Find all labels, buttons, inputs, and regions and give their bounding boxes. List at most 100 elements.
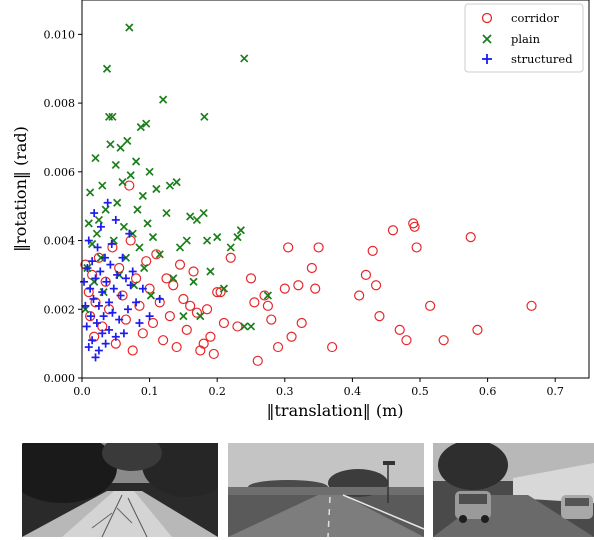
- plain-point: [113, 198, 122, 207]
- plain-point: [92, 229, 101, 238]
- structured-point: [86, 284, 95, 293]
- plain-point: [240, 54, 249, 63]
- structured-point: [82, 322, 91, 331]
- corridor-point: [137, 328, 148, 339]
- structured-point: [145, 312, 154, 321]
- plain-point: [146, 291, 156, 300]
- plain-point: [111, 160, 120, 170]
- corridor-point: [158, 335, 169, 346]
- plain-point: [138, 191, 147, 200]
- photo-structured: [433, 443, 594, 537]
- plain-point: [162, 208, 171, 218]
- structured-point: [81, 301, 90, 310]
- plain-point: [246, 322, 256, 331]
- plain-point: [159, 95, 168, 104]
- structured-point: [109, 284, 118, 293]
- structured-point: [132, 298, 141, 307]
- corridor-point: [272, 341, 284, 353]
- series-corridor: [80, 180, 537, 366]
- plain-point: [108, 112, 117, 121]
- plain-point: [152, 184, 161, 194]
- plain-point: [179, 312, 188, 321]
- corridor-point: [83, 286, 94, 298]
- corridor-point: [296, 317, 307, 329]
- plain-point: [86, 188, 95, 197]
- structured-point: [98, 288, 107, 297]
- structured-point: [107, 239, 116, 248]
- corridor-point: [90, 297, 101, 308]
- structured-point: [90, 209, 99, 218]
- structured-point: [123, 305, 132, 314]
- structured-point: [83, 264, 92, 273]
- structured-point: [126, 281, 135, 290]
- y-axis-label: ‖rotation‖ (rad): [11, 126, 30, 252]
- x-axis-label: ‖translation‖ (m): [266, 401, 403, 420]
- corridor-point: [208, 348, 219, 360]
- structured-point: [155, 294, 164, 303]
- structured-point: [91, 274, 100, 283]
- plot-frame: [81, 0, 590, 379]
- structured-point: [119, 329, 128, 338]
- structured-point: [84, 343, 93, 352]
- x-tick-label: 0.4: [344, 385, 362, 398]
- structured-point: [98, 329, 107, 338]
- structured-point: [84, 236, 93, 245]
- plain-point: [206, 267, 215, 276]
- plain-point: [202, 236, 212, 245]
- corridor-point: [293, 280, 304, 291]
- corridor-point: [354, 290, 365, 301]
- corridor-point: [370, 280, 382, 291]
- structured-point: [101, 339, 110, 348]
- corridor-point: [114, 262, 125, 274]
- corridor-point: [425, 300, 436, 311]
- structured-point: [94, 346, 103, 355]
- structured-point: [115, 315, 124, 324]
- y-tick-label: 0.002: [44, 303, 76, 316]
- structured-point: [121, 274, 130, 283]
- corridor-point: [205, 331, 216, 342]
- structured-point: [86, 312, 95, 321]
- corridor-point: [215, 286, 226, 298]
- corridor-point: [279, 283, 290, 294]
- structured-point: [99, 312, 108, 321]
- plain-point: [118, 178, 127, 187]
- plain-point: [94, 215, 104, 225]
- plain-point: [169, 274, 178, 283]
- corridor-point: [201, 304, 213, 315]
- plain-point: [98, 181, 107, 190]
- plain-point: [125, 23, 134, 32]
- plain-point: [172, 178, 181, 187]
- plain-point: [219, 284, 229, 293]
- structured-point: [135, 319, 144, 328]
- structured-point: [91, 353, 100, 362]
- plain-point: [84, 219, 93, 228]
- x-axis-ticks: 0.0 0.1 0.2 0.3 0.4 0.5 0.6 0.7: [73, 378, 564, 398]
- plain-point: [142, 119, 151, 128]
- y-tick-label: 0.000: [44, 372, 76, 385]
- y-axis-ticks: 0.000 0.002 0.004 0.006 0.008 0.010: [44, 28, 82, 385]
- plain-point: [199, 208, 208, 218]
- corridor-point: [245, 273, 257, 284]
- x-tick-label: 0.0: [73, 385, 91, 398]
- plain-point: [240, 322, 249, 331]
- structured-point: [116, 291, 125, 300]
- x-tick-label: 0.3: [276, 385, 294, 398]
- corridor-point: [252, 355, 263, 366]
- structured-point: [94, 301, 103, 310]
- corridor-point: [134, 300, 145, 311]
- structured-point: [106, 260, 115, 269]
- structured-point: [96, 267, 105, 276]
- corridor-point: [283, 242, 294, 253]
- corridor-point: [374, 311, 385, 322]
- x-tick-label: 0.6: [479, 385, 497, 398]
- y-tick-label: 0.010: [44, 28, 76, 41]
- structured-point: [92, 319, 101, 328]
- legend-box: [464, 3, 584, 73]
- legend-marker-structured: [482, 54, 492, 64]
- structured-point: [111, 215, 120, 224]
- corridor-point: [310, 283, 321, 294]
- legend-marker-corridor: [481, 12, 493, 24]
- corridor-point: [266, 314, 277, 325]
- corridor-point: [171, 341, 182, 353]
- corridor-point: [472, 324, 483, 335]
